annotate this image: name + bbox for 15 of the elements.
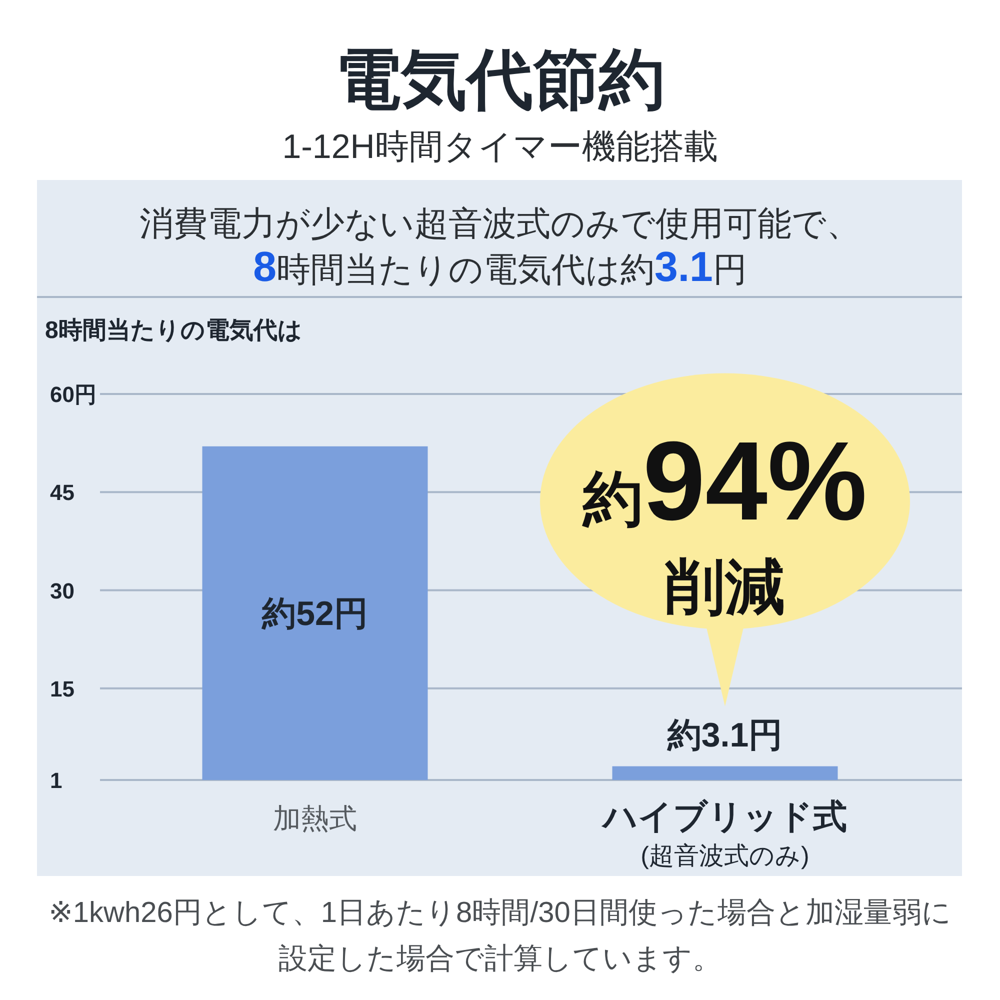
y-tick-label: 60円 — [50, 382, 96, 407]
chart-subtitle: 1-12H時間タイマー機能搭載 — [282, 128, 718, 166]
text: 消費電力が少ない超音波式のみで使用可能で、 8時間当たりの電気代は約3.1円 — [140, 205, 860, 290]
x-tick-label: 加熱式 — [273, 803, 357, 834]
data-label: 約3.1円 — [666, 716, 783, 754]
y-tick-label: 15 — [50, 676, 74, 702]
x-tick-label: ハイブリッド式 (超音波式のみ) — [601, 798, 847, 870]
chart-title: 電気代節約 — [335, 42, 665, 116]
data-label: 約52円 — [261, 595, 368, 634]
y-axis-title: 8時間当たりの電気代は — [45, 317, 302, 344]
y-tick-label: 45 — [50, 480, 74, 506]
text: ※1kwh26円として、1日あたり8時間/30日間使った場合と加湿量弱に設定した場合で計算しています。 — [48, 897, 952, 975]
y-tick-label: 1 — [50, 768, 62, 793]
y-tick-label: 30 — [50, 578, 74, 604]
annotation: 約94% 削減 — [582, 418, 868, 620]
